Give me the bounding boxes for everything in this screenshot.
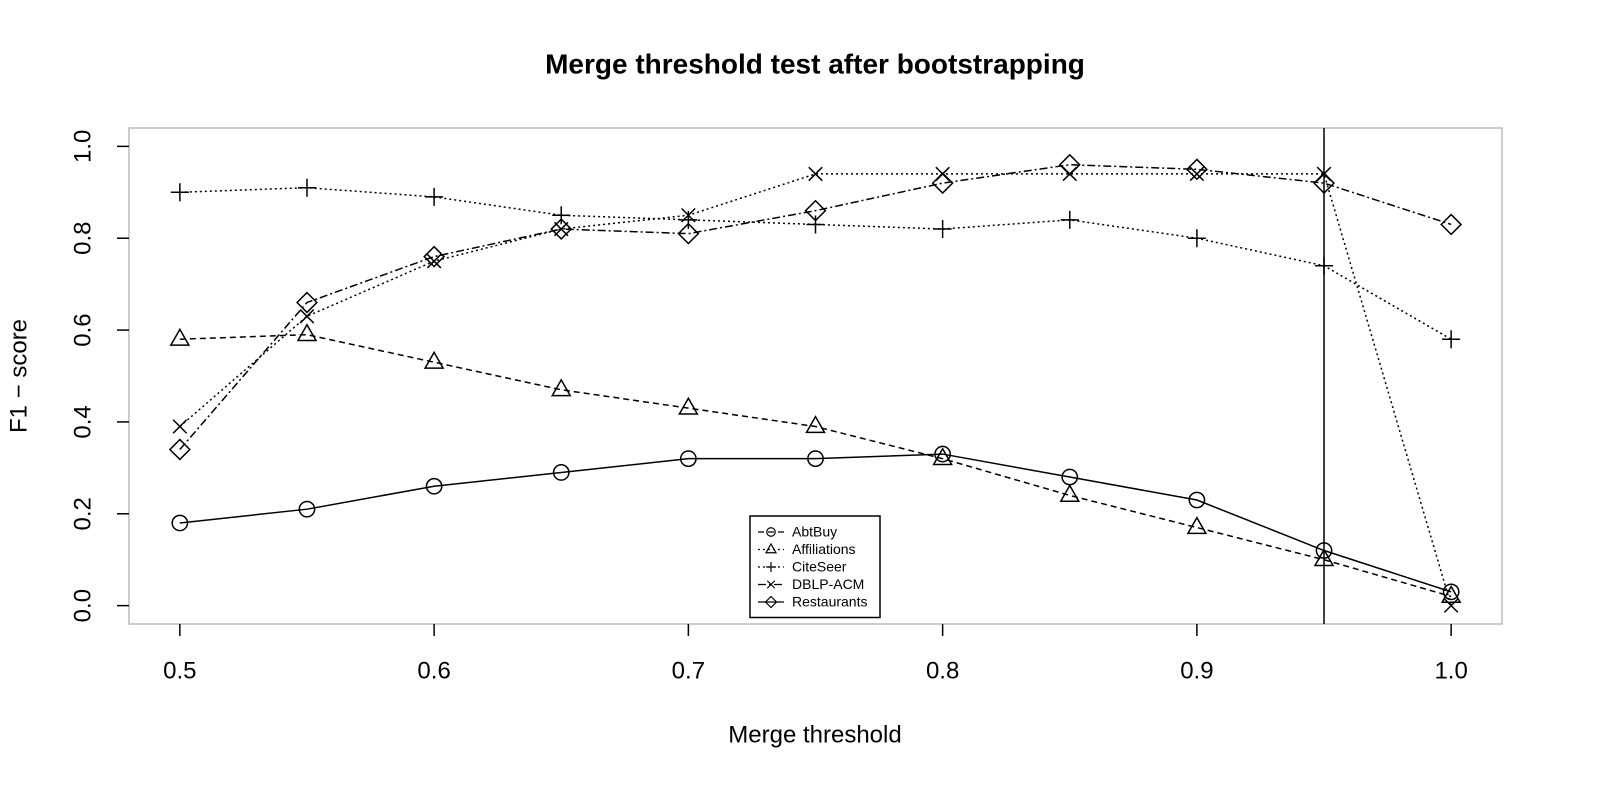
marker — [1440, 585, 1462, 604]
x-tick-label: 0.8 — [926, 657, 959, 684]
legend-label: Restaurants — [792, 594, 867, 610]
x-tick-label: 0.5 — [163, 657, 196, 684]
marker — [931, 172, 954, 195]
y-axis-label: F1 − score — [5, 319, 32, 433]
marker — [426, 253, 442, 269]
y-tick-label: 0.0 — [69, 589, 96, 622]
marker — [552, 206, 571, 225]
y-tick-label: 1.0 — [69, 130, 96, 163]
marker — [1443, 598, 1459, 613]
marker — [552, 464, 570, 481]
x-tick-label: 1.0 — [1434, 657, 1467, 684]
x-tick-label: 0.7 — [672, 657, 705, 684]
series-line — [179, 453, 1452, 593]
marker — [933, 220, 952, 239]
marker — [423, 245, 446, 268]
marker — [679, 450, 697, 468]
marker — [423, 350, 445, 369]
marker — [1059, 483, 1081, 503]
marker — [764, 542, 778, 554]
legend-label: Affiliations — [792, 541, 856, 557]
marker — [934, 445, 952, 463]
legend-label: DBLP-ACM — [792, 576, 864, 592]
x-tick-label: 0.9 — [1180, 657, 1213, 684]
marker — [296, 291, 318, 314]
marker — [804, 199, 827, 222]
chart-title: Merge threshold test after bootstrapping — [545, 48, 1085, 79]
marker — [678, 396, 699, 415]
marker — [169, 327, 191, 346]
marker — [425, 477, 443, 495]
legend-label: CiteSeer — [792, 559, 847, 575]
marker — [764, 595, 778, 609]
marker — [296, 323, 318, 342]
y-tick-label: 0.2 — [69, 497, 96, 530]
marker — [679, 210, 698, 229]
marker — [170, 183, 189, 202]
series-line — [179, 163, 1452, 450]
marker — [425, 187, 444, 206]
marker — [168, 438, 191, 461]
marker — [1058, 153, 1081, 176]
marker — [1440, 213, 1463, 236]
series-line — [179, 333, 1452, 598]
marker — [298, 500, 316, 518]
marker — [1187, 229, 1206, 248]
marker — [807, 450, 824, 468]
marker — [677, 222, 700, 245]
marker — [766, 527, 776, 537]
marker — [172, 419, 188, 434]
x-axis-label: Merge threshold — [728, 721, 901, 748]
marker — [806, 215, 825, 234]
marker — [297, 178, 316, 197]
marker — [550, 378, 572, 397]
marker — [1060, 210, 1079, 229]
marker — [1442, 583, 1460, 601]
y-tick-label: 0.8 — [69, 222, 96, 255]
marker — [1442, 330, 1461, 349]
marker — [550, 218, 573, 240]
marker — [1185, 158, 1208, 181]
marker — [805, 415, 826, 434]
marker — [766, 580, 776, 589]
marker — [766, 562, 776, 572]
marker — [932, 447, 953, 466]
marker — [1188, 491, 1206, 509]
marker — [681, 207, 696, 223]
legend-label: AbtBuy — [792, 524, 837, 540]
series-line — [179, 173, 1452, 606]
plot-frame — [128, 127, 1503, 625]
marker — [808, 166, 823, 182]
marker — [299, 309, 315, 324]
marker — [171, 514, 189, 532]
y-tick-label: 0.6 — [69, 313, 96, 346]
x-tick-label: 0.6 — [417, 657, 450, 684]
y-tick-label: 0.4 — [69, 405, 96, 438]
marker — [1186, 516, 1208, 535]
